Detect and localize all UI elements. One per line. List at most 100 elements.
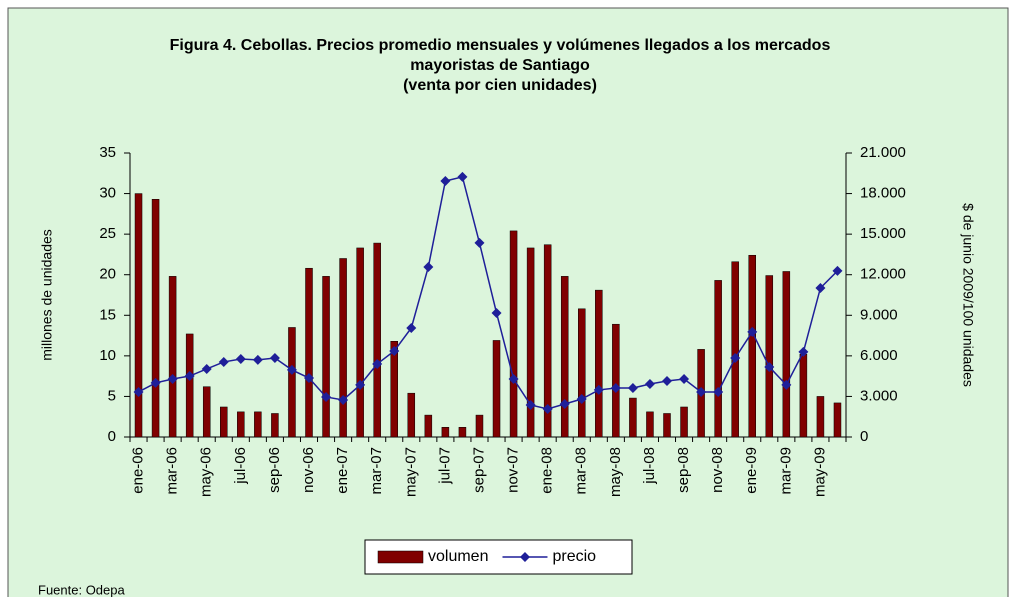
bar bbox=[168, 276, 177, 438]
bar bbox=[424, 414, 433, 438]
price-marker bbox=[423, 262, 434, 273]
price-marker bbox=[235, 353, 246, 364]
bar bbox=[526, 247, 535, 438]
bar bbox=[288, 327, 296, 438]
price-marker bbox=[798, 346, 809, 357]
y-tick-label: 20 bbox=[99, 266, 116, 283]
bar bbox=[765, 275, 774, 438]
price-marker bbox=[286, 364, 297, 375]
bar bbox=[595, 289, 603, 438]
bar bbox=[441, 427, 450, 438]
y-tick-label: 10 bbox=[99, 347, 116, 364]
price-marker bbox=[389, 345, 400, 356]
bar bbox=[475, 414, 484, 438]
y2-tick-label: 3.000 bbox=[860, 387, 898, 404]
bar bbox=[560, 276, 569, 438]
bar bbox=[322, 276, 330, 438]
bar bbox=[578, 308, 586, 438]
y-tick-label: 30 bbox=[99, 185, 116, 202]
y2-tick-label: 12.000 bbox=[860, 266, 906, 283]
x-tick-label: ene-06 bbox=[129, 447, 146, 494]
price-marker bbox=[491, 307, 502, 318]
price-marker bbox=[440, 175, 451, 186]
y2-tick-label: 9.000 bbox=[860, 306, 898, 323]
x-tick-label: jul-06 bbox=[232, 447, 249, 485]
legend-label: precio bbox=[552, 548, 596, 565]
price-marker bbox=[713, 386, 724, 397]
x-tick-label: ene-07 bbox=[334, 447, 351, 494]
bar bbox=[237, 411, 245, 438]
x-tick-label: nov-06 bbox=[300, 447, 317, 493]
price-marker bbox=[150, 377, 161, 388]
source: Fuente: Odepa bbox=[38, 582, 125, 597]
y2-tick-label: 6.000 bbox=[860, 347, 898, 364]
price-marker bbox=[593, 384, 604, 395]
price-marker bbox=[781, 379, 792, 390]
price-marker bbox=[457, 171, 468, 182]
x-tick-label: may-08 bbox=[607, 447, 624, 497]
bar bbox=[254, 411, 262, 438]
bar bbox=[151, 199, 160, 438]
bar bbox=[339, 258, 347, 438]
bar bbox=[816, 396, 825, 438]
bar bbox=[663, 413, 671, 438]
price-marker bbox=[832, 265, 843, 276]
price-marker bbox=[338, 394, 349, 405]
price-marker bbox=[406, 322, 417, 333]
bar bbox=[390, 341, 398, 438]
x-tick-label: mar-07 bbox=[368, 447, 385, 495]
bar bbox=[543, 244, 552, 438]
x-tick-label: nov-08 bbox=[709, 447, 726, 493]
y-tick-label: 0 bbox=[108, 428, 116, 445]
bar bbox=[646, 411, 654, 438]
bar bbox=[629, 397, 637, 438]
price-marker bbox=[747, 326, 758, 337]
bar bbox=[134, 193, 143, 438]
bar bbox=[407, 392, 416, 438]
legend-label: volumen bbox=[428, 548, 488, 565]
x-tick-label: may-07 bbox=[402, 447, 419, 497]
price-marker bbox=[644, 378, 655, 389]
bar bbox=[731, 261, 739, 438]
y2-tick-label: 18.000 bbox=[860, 185, 906, 202]
x-tick-label: may-09 bbox=[811, 447, 828, 497]
x-tick-label: sep-06 bbox=[266, 447, 283, 493]
bar bbox=[782, 271, 791, 438]
price-marker bbox=[679, 373, 690, 384]
price-marker bbox=[304, 373, 314, 384]
price-marker bbox=[696, 386, 707, 397]
x-tick-label: may-06 bbox=[198, 447, 215, 497]
x-tick-label: nov-07 bbox=[505, 447, 522, 493]
x-tick-label: jul-08 bbox=[641, 447, 658, 485]
y2-tick-label: 21.000 bbox=[860, 144, 906, 161]
price-marker bbox=[252, 354, 263, 365]
bar bbox=[612, 323, 620, 438]
x-tick-label: sep-08 bbox=[675, 447, 692, 493]
price-marker bbox=[627, 383, 638, 394]
bar bbox=[509, 230, 518, 438]
legend-swatch bbox=[377, 550, 424, 564]
y2-tick-label: 0 bbox=[860, 428, 868, 445]
bar bbox=[458, 427, 467, 438]
bar bbox=[202, 386, 211, 438]
chart-title: Figura 4. Cebollas. Precios promedio men… bbox=[169, 37, 831, 74]
bar bbox=[492, 340, 501, 438]
bar bbox=[305, 267, 313, 438]
price-marker bbox=[559, 399, 570, 410]
bar bbox=[220, 406, 228, 438]
bar bbox=[680, 406, 688, 438]
chart-title-block: Figura 4. Cebollas. Precios promedio men… bbox=[150, 36, 850, 96]
price-marker bbox=[508, 373, 519, 384]
bar bbox=[373, 242, 381, 438]
y-tick-label: 15 bbox=[99, 306, 116, 323]
price-marker bbox=[201, 363, 212, 374]
y-tick-label: 35 bbox=[99, 144, 116, 161]
price-marker bbox=[167, 373, 178, 384]
price-marker bbox=[576, 393, 587, 404]
x-tick-label: mar-06 bbox=[164, 447, 181, 495]
price-marker bbox=[815, 282, 826, 293]
legend-marker bbox=[519, 552, 530, 562]
price-marker bbox=[372, 358, 383, 369]
